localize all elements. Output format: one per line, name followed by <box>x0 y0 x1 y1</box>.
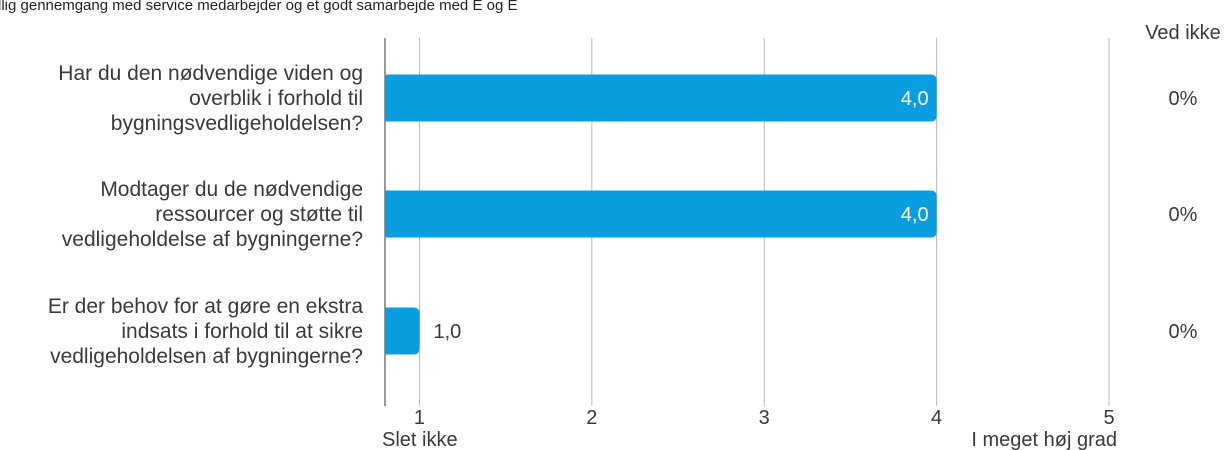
bar-value-label: 1,0 <box>433 321 461 343</box>
category-label: Modtager du de nødvendige ressourcer og s… <box>62 178 363 251</box>
scale-low-label: Slet ikke <box>382 429 458 450</box>
top-caption: llig gennemgang med service medarbejder … <box>0 0 517 14</box>
scale-high-label: I meget høj grad <box>971 429 1117 450</box>
x-tick-label: 3 <box>759 407 770 429</box>
labels: 1 2 3 4 5 4,0 Har du den nødvendige viden og ov… <box>48 62 1198 429</box>
bar <box>385 307 420 355</box>
ved-ikke-value: 0% <box>1169 321 1198 343</box>
bar-value-label: 4,0 <box>901 204 929 226</box>
bars <box>385 74 937 355</box>
ved-ikke-header: Ved ikke <box>1145 22 1221 44</box>
x-tick-label: 4 <box>931 407 942 429</box>
category-label: Er der behov for at gøre en ekstra indsat… <box>48 295 363 368</box>
x-tick-label: 5 <box>1103 407 1114 429</box>
ved-ikke-value: 0% <box>1169 88 1198 110</box>
category-label: Har du den nødvendige viden og overblik i… <box>58 62 363 135</box>
x-tick-label: 2 <box>586 407 597 429</box>
bar <box>385 74 937 122</box>
bar <box>385 190 937 238</box>
ved-ikke-value: 0% <box>1169 204 1198 226</box>
x-tick-label: 1 <box>414 407 425 429</box>
bar-value-label: 4,0 <box>901 88 929 110</box>
